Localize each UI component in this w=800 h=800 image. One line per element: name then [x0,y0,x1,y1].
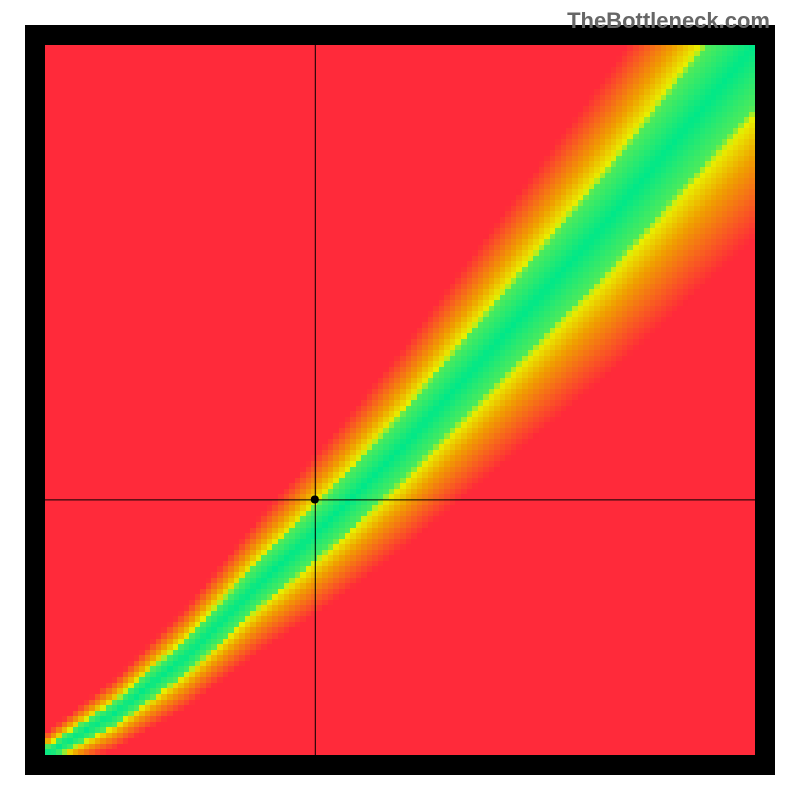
heatmap-plot-area [45,45,755,755]
heatmap-canvas [45,45,755,755]
chart-outer-frame [25,25,775,775]
watermark-text: TheBottleneck.com [567,8,770,34]
